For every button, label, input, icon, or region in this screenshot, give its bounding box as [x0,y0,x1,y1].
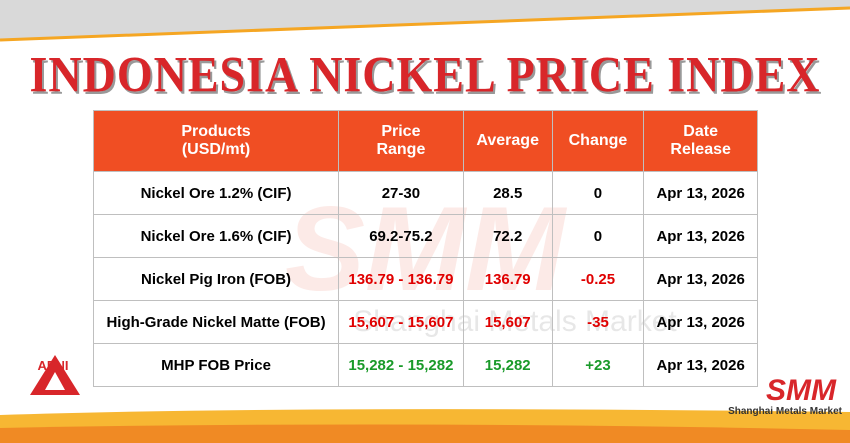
table-cell: Nickel Ore 1.2% (CIF) [92,171,340,215]
table-cell: Nickel Ore 1.6% (CIF) [92,214,340,258]
table-cell: 72.2 [462,214,553,258]
table-row: Nickel Ore 1.2% (CIF) 27-30 28.5 0 Apr 13, 2… [92,171,758,215]
top-line [0,6,850,42]
table-cell: Apr 13, 2026 [643,300,758,344]
table-cell: 28.5 [462,171,553,215]
left-logo-inner [45,372,65,390]
table-cell: 136.79 - 136.79 [338,257,464,301]
column-header: Price Range [338,110,464,172]
column-header: Date Release [643,110,758,172]
right-logo: SMM [766,374,836,407]
table-cell: High-Grade Nickel Matte (FOB) [92,300,340,344]
table-cell: -35 [551,300,645,344]
price-table: Products (USD/mt) Price Range Average Chang… [92,110,758,387]
table-cell: 69.2-75.2 [338,214,464,258]
table-cell: Apr 13, 2026 [643,214,758,258]
table-cell: Apr 13, 2026 [643,257,758,301]
header-row: Products (USD/mt) Price Range Average Chang… [92,110,758,172]
right-logo-caption: Shanghai Metals Market [728,406,842,417]
left-logo: APNI [37,358,69,373]
table-cell: 27-30 [338,171,464,215]
table-row: High-Grade Nickel Matte (FOB) 15,607 - 15… [92,300,758,344]
table-cell: 0 [551,171,645,215]
table-cell: 15,607 - 15,607 [338,300,464,344]
table-cell: 0 [551,214,645,258]
top-swoosh [0,0,850,40]
column-header: Products (USD/mt) [92,110,340,172]
table-cell: Nickel Pig Iron (FOB) [92,257,340,301]
table-cell: Apr 13, 2026 [643,171,758,215]
table-cell: 15,282 - 15,282 [338,343,464,387]
bottom-band-dark [0,424,850,443]
table-body: Nickel Ore 1.2% (CIF) 27-30 28.5 0 Apr 13, 2… [92,171,758,387]
table-cell: 15,607 [462,300,553,344]
column-header: Average [462,110,553,172]
table-cell: 15,282 [462,343,553,387]
table-cell: MHP FOB Price [92,343,340,387]
table-cell: Apr 13, 2026 [643,343,758,387]
table-cell: 136.79 [462,257,553,301]
column-header: Change [551,110,645,172]
table-row: MHP FOB Price 15,282 - 15,282 15,282 +23 Apr… [92,343,758,387]
table-cell: -0.25 [551,257,645,301]
table-cell: +23 [551,343,645,387]
table-row: Nickel Pig Iron (FOB) 136.79 - 136.79 136.… [92,257,758,301]
title: INDONESIA NICKEL PRICE INDEX [29,46,821,103]
table-row: Nickel Ore 1.6% (CIF) 69.2-75.2 72.2 0 Apr 1… [92,214,758,258]
